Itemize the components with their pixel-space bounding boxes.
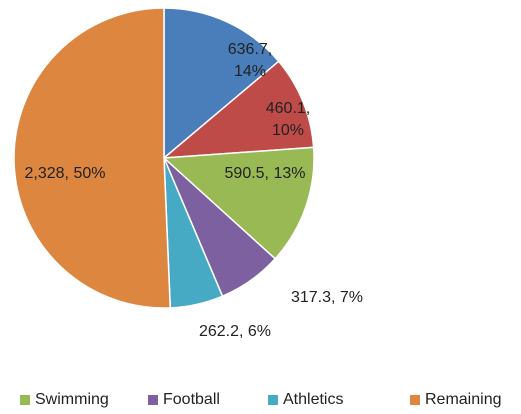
data-label: 590.5, 13% bbox=[224, 165, 306, 182]
legend-item: Football bbox=[148, 391, 220, 409]
legend-label: Football bbox=[163, 391, 220, 408]
pie-slice bbox=[13, 7, 172, 309]
pie-slice bbox=[161, 60, 315, 159]
legend-label: Athletics bbox=[283, 391, 344, 408]
data-label: 317.3, 7% bbox=[290, 289, 364, 306]
pie-slice bbox=[163, 7, 280, 160]
legend-swatch bbox=[410, 395, 420, 405]
legend-label: Remaining bbox=[425, 391, 502, 408]
data-label: 460.1, 10% bbox=[265, 100, 311, 139]
legend-item: Swimming bbox=[20, 391, 109, 409]
legend-swatch bbox=[148, 395, 158, 405]
legend-item: Remaining bbox=[410, 391, 501, 409]
data-label: 2,328, 50% bbox=[24, 165, 106, 182]
legend-item: Athletics bbox=[268, 391, 343, 409]
legend-label: Swimming bbox=[35, 391, 109, 408]
data-label: 262.2, 6% bbox=[198, 323, 272, 340]
legend-swatch bbox=[268, 395, 278, 405]
legend-swatch bbox=[20, 395, 30, 405]
pie-slice bbox=[162, 146, 315, 260]
data-label: 636.7, 14% bbox=[227, 41, 273, 80]
